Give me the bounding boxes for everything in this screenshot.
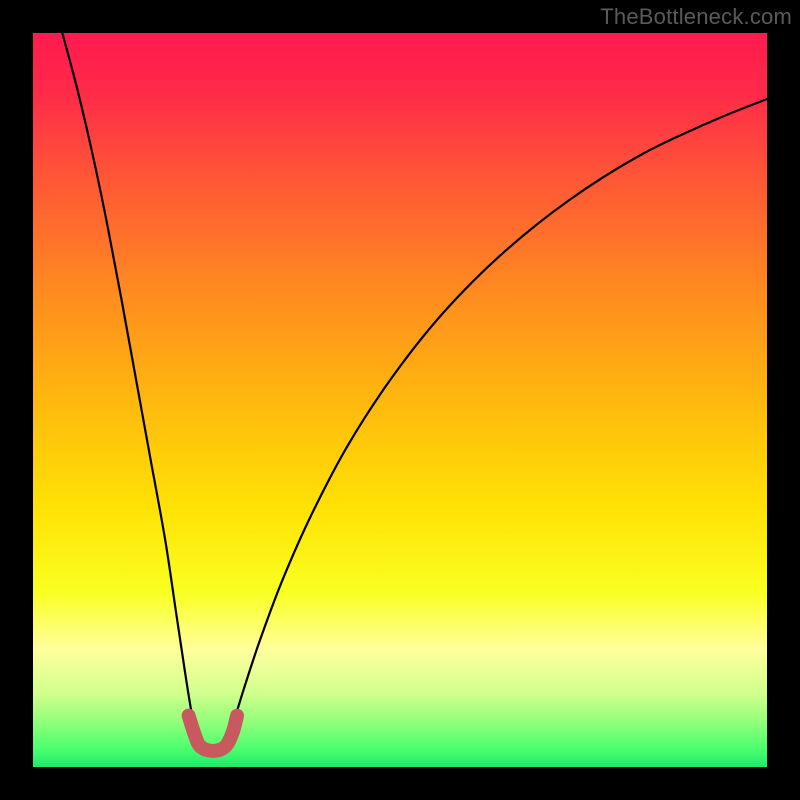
gradient-chart xyxy=(0,0,800,800)
plot-area xyxy=(33,33,767,767)
chart-stage: TheBottleneck.com xyxy=(0,0,800,800)
